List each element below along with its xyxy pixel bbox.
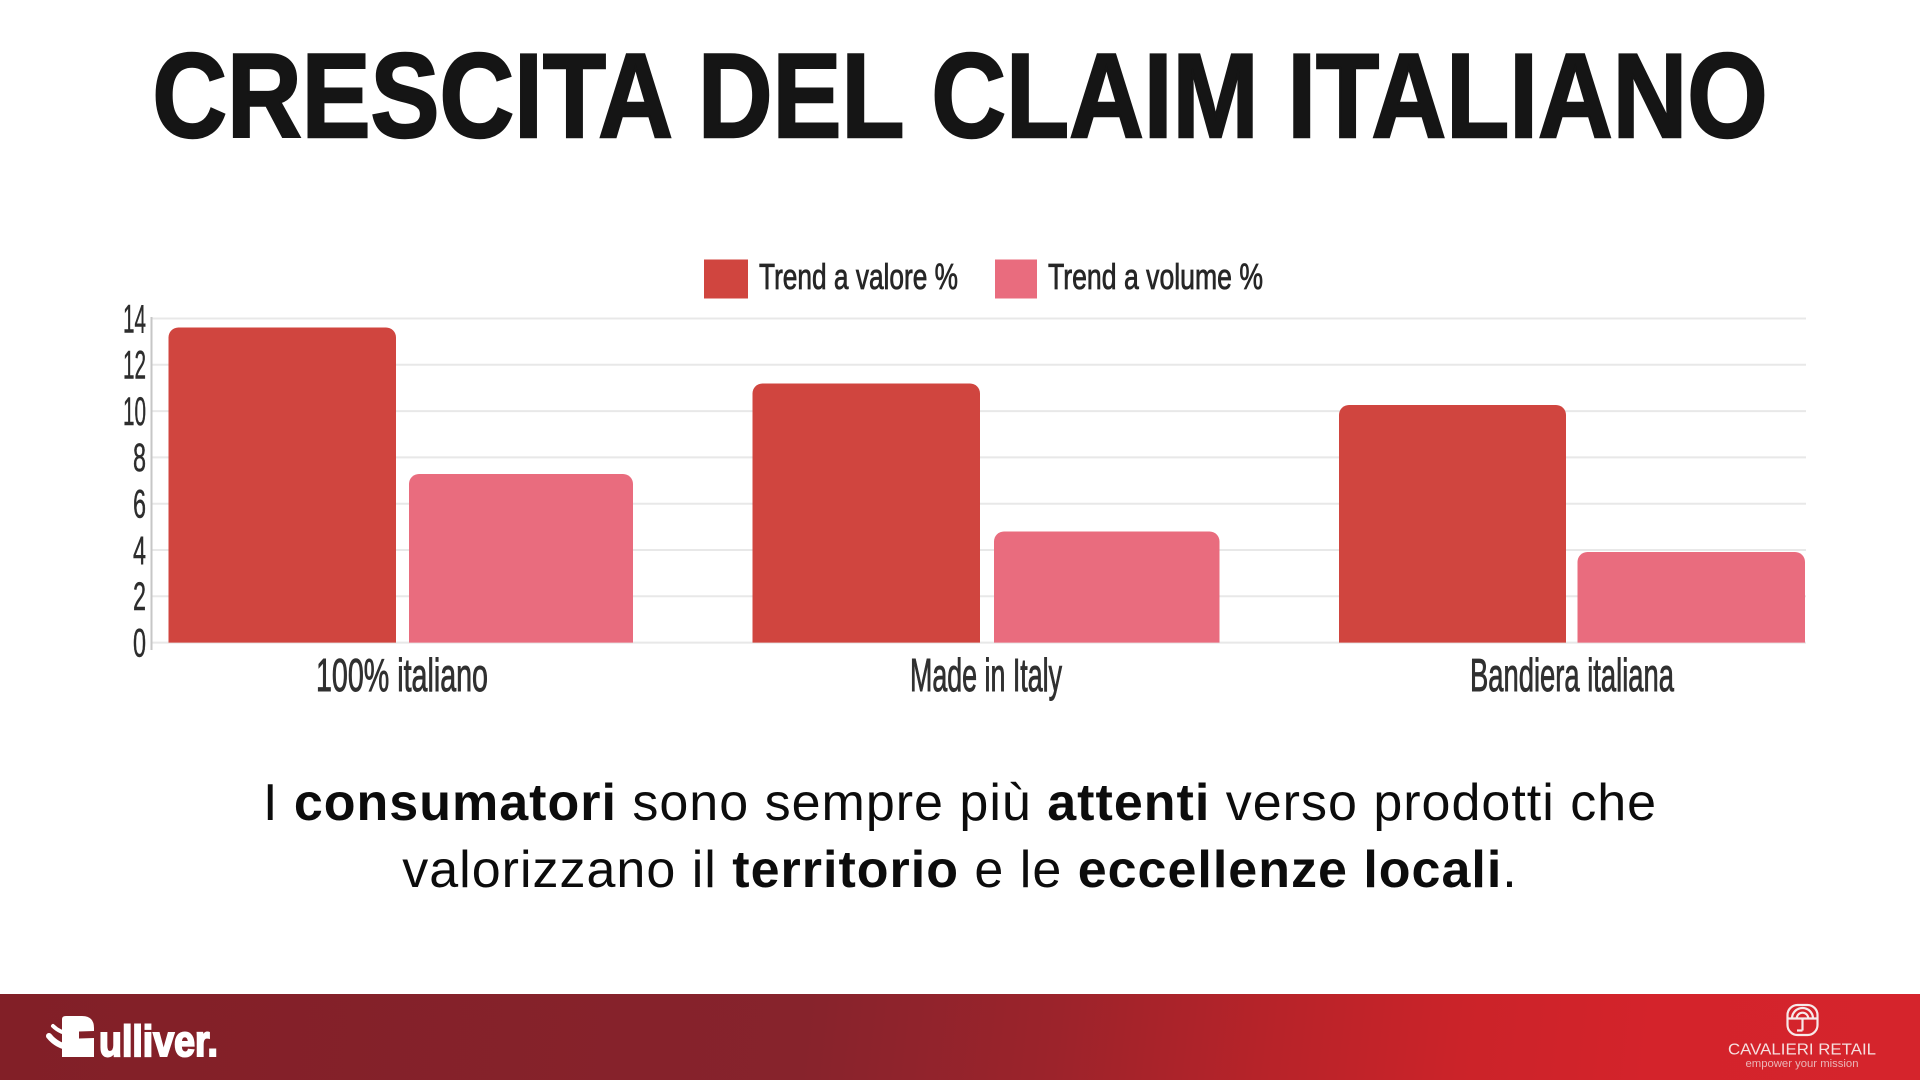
- svg-text:6: 6: [133, 483, 146, 527]
- svg-text:Bandiera italiana: Bandiera italiana: [1470, 649, 1674, 701]
- svg-text:100% italiano: 100% italiano: [316, 649, 488, 701]
- svg-text:CAVALIERI RETAIL: CAVALIERI RETAIL: [1728, 1042, 1876, 1059]
- svg-text:0: 0: [133, 621, 146, 665]
- svg-text:empower your mission: empower your mission: [1746, 1058, 1859, 1070]
- svg-text:14: 14: [123, 297, 146, 341]
- svg-text:Trend a valore %: Trend a valore %: [759, 256, 958, 297]
- svg-text:ulliver.: ulliver.: [99, 1017, 218, 1066]
- svg-text:10: 10: [123, 390, 146, 434]
- svg-text:8: 8: [133, 436, 146, 480]
- svg-text:12: 12: [123, 344, 146, 388]
- svg-text:Made in Italy: Made in Italy: [910, 649, 1062, 701]
- svg-text:Trend a volume %: Trend a volume %: [1048, 256, 1263, 297]
- svg-text:2: 2: [133, 575, 146, 619]
- svg-text:4: 4: [133, 529, 146, 573]
